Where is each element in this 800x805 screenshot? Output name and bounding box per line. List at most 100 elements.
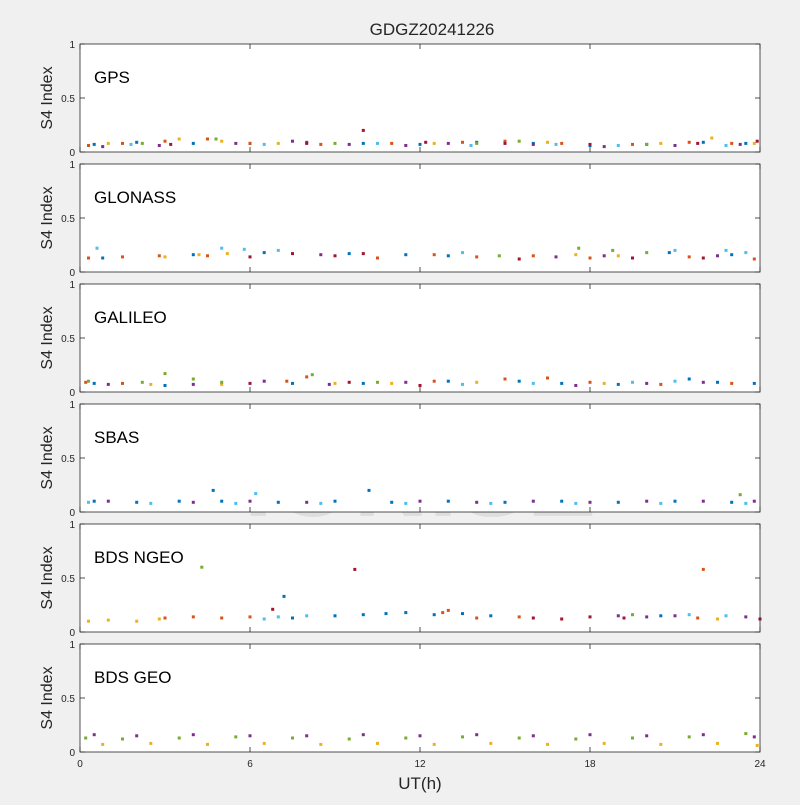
data-point	[517, 257, 521, 261]
data-point	[177, 736, 181, 740]
y-tick-label: 0	[69, 508, 75, 519]
data-point	[701, 256, 705, 260]
data-point	[588, 256, 592, 260]
data-point	[234, 141, 238, 145]
data-point	[560, 617, 564, 621]
data-point	[574, 384, 578, 387]
data-point	[234, 501, 238, 505]
data-point	[503, 500, 507, 504]
y-axis-label: S4 Index	[39, 666, 56, 729]
data-point	[554, 142, 558, 146]
data-point	[376, 741, 379, 745]
data-point	[191, 500, 195, 504]
data-point	[276, 141, 280, 145]
data-point	[744, 501, 748, 505]
data-point	[106, 618, 110, 622]
data-point	[390, 500, 394, 504]
data-point	[517, 615, 521, 619]
data-point	[659, 501, 663, 505]
data-point	[744, 251, 748, 255]
x-tick-label: 6	[247, 759, 253, 770]
data-point	[95, 246, 99, 250]
data-point	[327, 382, 331, 386]
data-point	[497, 254, 501, 258]
data-point	[701, 380, 705, 384]
data-point	[622, 616, 626, 620]
data-point	[752, 381, 756, 385]
data-point	[191, 141, 195, 145]
data-point	[276, 248, 280, 252]
data-point	[242, 247, 246, 251]
data-point	[645, 615, 649, 619]
data-point	[687, 255, 691, 259]
data-point	[716, 380, 719, 384]
y-axis-label: S4 Index	[39, 66, 56, 129]
data-point	[645, 142, 649, 146]
data-point	[220, 616, 224, 620]
data-point	[574, 737, 578, 741]
data-point	[432, 379, 436, 383]
data-point	[701, 733, 705, 737]
y-tick-label: 1	[69, 400, 75, 411]
data-point	[418, 142, 422, 146]
panel-background	[80, 164, 760, 272]
data-point	[744, 615, 748, 619]
data-point	[206, 742, 209, 746]
data-point	[631, 613, 634, 617]
panel-label: BDS NGEO	[94, 548, 184, 567]
data-point	[262, 741, 266, 745]
data-point	[659, 382, 663, 386]
data-point	[84, 380, 88, 384]
data-point	[730, 253, 734, 257]
data-point	[291, 381, 294, 385]
data-point	[574, 253, 578, 257]
data-point	[730, 381, 734, 385]
data-point	[87, 619, 90, 623]
data-point	[432, 742, 436, 746]
data-point	[461, 382, 464, 386]
y-tick-label: 0	[69, 148, 75, 159]
data-point	[446, 141, 450, 145]
data-point	[404, 736, 408, 740]
data-point	[710, 136, 714, 140]
data-point	[121, 737, 124, 741]
data-point	[701, 567, 705, 571]
data-point	[503, 139, 507, 143]
data-point	[554, 255, 558, 259]
data-point	[546, 140, 549, 144]
data-point	[432, 613, 436, 617]
data-point	[191, 733, 195, 737]
data-point	[367, 488, 371, 492]
y-tick-label: 1	[69, 280, 75, 291]
data-point	[755, 744, 759, 747]
data-point	[305, 141, 309, 145]
data-point	[121, 141, 124, 145]
data-point	[333, 141, 337, 145]
data-point	[701, 140, 705, 144]
data-point	[645, 381, 649, 385]
data-point	[531, 254, 535, 258]
data-point	[503, 141, 507, 145]
data-point	[560, 141, 564, 145]
data-point	[376, 256, 379, 260]
y-axis-label: S4 Index	[39, 306, 56, 369]
data-point	[285, 379, 289, 383]
data-point	[475, 500, 479, 504]
data-point	[616, 382, 620, 386]
data-point	[220, 139, 224, 143]
data-point	[248, 615, 252, 619]
data-point	[106, 499, 110, 503]
data-point	[248, 255, 252, 259]
data-point	[475, 616, 479, 620]
data-point	[588, 500, 592, 504]
data-point	[531, 616, 535, 620]
data-point	[489, 501, 493, 505]
data-point	[517, 139, 521, 143]
data-point	[560, 499, 564, 503]
data-point	[616, 254, 620, 258]
data-point	[169, 142, 173, 146]
data-point	[248, 499, 252, 503]
y-tick-label: 0.5	[61, 574, 75, 585]
data-point	[177, 137, 181, 141]
